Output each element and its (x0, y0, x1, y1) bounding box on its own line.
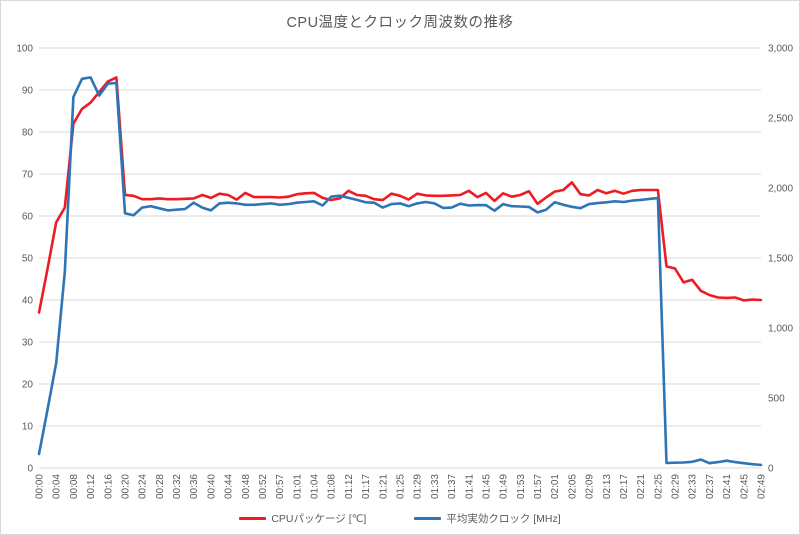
x-axis-tick: 02:37 (705, 474, 716, 499)
legend-item-avg-clock: 平均実効クロック [MHz] (414, 511, 561, 526)
left-axis-tick: 0 (27, 464, 33, 475)
x-axis-tick: 02:29 (671, 474, 682, 499)
x-axis-tick: 02:01 (550, 474, 561, 499)
right-axis-tick: 1,500 (768, 254, 793, 265)
right-axis-tick: 2,000 (768, 184, 793, 195)
x-axis-tick: 00:36 (189, 474, 200, 499)
right-axis-tick: 0 (768, 464, 774, 475)
right-axis-tick: 3,000 (768, 44, 793, 55)
x-axis-tick: 00:16 (103, 474, 114, 499)
x-axis-tick: 00:04 (52, 474, 63, 499)
x-axis-tick: 00:32 (172, 474, 183, 499)
legend-item-cpu-package: CPUパッケージ [℃] (239, 511, 366, 526)
x-axis-tick: 01:25 (396, 474, 407, 499)
left-axis-tick: 70 (22, 170, 34, 181)
x-axis-tick: 01:33 (430, 474, 441, 499)
x-axis-tick: 00:08 (69, 474, 80, 499)
chart-title: CPU温度とクロック周波数の推移 (286, 15, 514, 31)
left-axis-tick: 50 (22, 254, 34, 265)
left-axis-tick: 20 (22, 380, 34, 391)
left-axis-tick: 100 (16, 44, 33, 55)
x-axis-tick: 01:45 (481, 474, 492, 499)
x-axis-tick: 00:48 (241, 474, 252, 499)
x-axis-tick: 01:21 (378, 474, 389, 499)
x-axis-tick: 00:40 (206, 474, 217, 499)
x-axis-tick: 00:20 (120, 474, 131, 499)
series-line-1 (37, 76, 763, 467)
x-axis-tick: 02:33 (688, 474, 699, 499)
x-axis-tick: 01:08 (327, 474, 338, 499)
x-axis-tick: 01:01 (292, 474, 303, 499)
x-axis-tick: 01:53 (516, 474, 527, 499)
x-axis-tick: 01:29 (413, 474, 424, 499)
x-axis-tick: 02:49 (757, 474, 768, 499)
x-axis-tick: 02:13 (602, 474, 613, 499)
x-axis-tick: 00:44 (224, 474, 235, 499)
x-axis-tick: 01:12 (344, 474, 355, 499)
x-axis-tick: 02:09 (585, 474, 596, 499)
x-axis-tick: 01:17 (361, 474, 372, 499)
legend: CPUパッケージ [℃] 平均実効クロック [MHz] (1, 511, 799, 526)
left-axis-tick: 40 (22, 296, 34, 307)
x-axis-tick: 01:57 (533, 474, 544, 499)
x-axis-tick: 01:37 (447, 474, 458, 499)
x-axis-tick: 00:24 (138, 474, 149, 499)
x-axis-tick: 00:28 (155, 474, 166, 499)
x-axis-tick: 01:41 (464, 474, 475, 499)
right-axis-tick: 1,000 (768, 324, 793, 335)
x-axis-tick: 00:12 (86, 474, 97, 499)
left-axis-tick: 10 (22, 422, 34, 433)
legend-swatch-avg-clock-line (414, 517, 442, 520)
right-axis-tick: 500 (768, 394, 785, 405)
legend-label-avg-clock: 平均実効クロック [MHz] (446, 513, 561, 525)
x-axis-tick: 00:52 (258, 474, 269, 499)
left-axis-tick: 30 (22, 338, 34, 349)
left-axis-tick: 90 (22, 86, 34, 97)
x-axis-tick: 02:45 (739, 474, 750, 499)
x-axis-tick: 01:49 (499, 474, 510, 499)
x-axis-tick: 02:05 (567, 474, 578, 499)
x-axis-tick: 01:04 (310, 474, 321, 499)
left-axis-tick: 80 (22, 128, 34, 139)
right-axis-tick: 2,500 (768, 114, 793, 125)
x-axis-tick: 02:17 (619, 474, 630, 499)
left-axis-tick: 60 (22, 212, 34, 223)
x-axis-tick: 02:21 (636, 474, 647, 499)
series-line-0 (37, 76, 763, 314)
legend-swatch-cpu-package-line (239, 517, 267, 520)
x-axis-tick: 02:41 (722, 474, 733, 499)
x-axis-tick: 00:00 (35, 474, 46, 499)
legend-label-cpu-package: CPUパッケージ [℃] (271, 513, 367, 525)
x-axis-tick: 02:25 (653, 474, 664, 499)
x-axis-tick: 00:57 (275, 474, 286, 499)
